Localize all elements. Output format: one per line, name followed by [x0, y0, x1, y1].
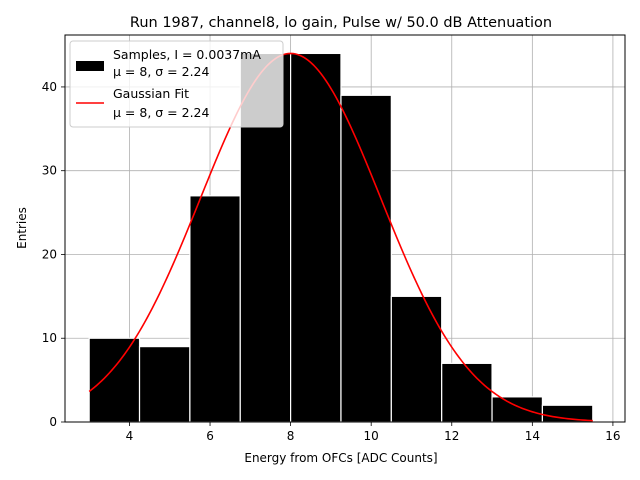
histogram-bar — [441, 362, 493, 423]
x-axis-label: Energy from OFCs [ADC Counts] — [244, 451, 437, 465]
plot-frame — [64, 34, 626, 423]
x-axis-ticks: 4 6 8 10 12 14 16 — [126, 422, 621, 443]
x-tick-label: 4 — [126, 429, 134, 443]
y-axis-ticks: 0 10 20 30 40 — [42, 80, 65, 429]
y-tick-label: 30 — [42, 164, 57, 178]
y-tick-label: 20 — [42, 247, 57, 261]
legend-samples-label: Samples, I = 0.0037mA — [113, 47, 261, 62]
y-tick-label: 10 — [42, 331, 57, 345]
y-tick-label: 40 — [42, 80, 57, 94]
chart-title: Run 1987, channel8, lo gain, Pulse w/ 50… — [130, 15, 552, 31]
histogram-bar — [88, 337, 141, 423]
histogram-bar — [189, 195, 241, 423]
legend-samples-stats: μ = 8, σ = 2.24 — [113, 64, 209, 79]
legend-fit-label: Gaussian Fit — [113, 86, 189, 101]
legend-fit-stats: μ = 8, σ = 2.24 — [113, 105, 209, 120]
histogram-bar — [491, 396, 544, 423]
x-tick-label: 6 — [206, 429, 214, 443]
histogram-bar — [138, 346, 191, 423]
x-tick-label: 8 — [287, 429, 295, 443]
histogram-bar — [340, 94, 392, 423]
histogram-bar — [390, 295, 443, 423]
legend-box — [69, 40, 284, 128]
fit-layer — [88, 52, 593, 422]
x-tick-label: 12 — [444, 429, 459, 443]
y-tick-label: 0 — [49, 415, 57, 429]
y-axis-label: Entries — [15, 207, 29, 249]
legend-samples-swatch — [76, 61, 104, 71]
histogram-bar — [290, 52, 342, 423]
x-tick-label: 10 — [364, 429, 379, 443]
x-tick-label: 14 — [525, 429, 540, 443]
gaussian-fit-line — [88, 52, 593, 422]
legend: Samples, I = 0.0037mA μ = 8, σ = 2.24 Ga… — [69, 40, 284, 128]
x-tick-label: 16 — [605, 429, 620, 443]
